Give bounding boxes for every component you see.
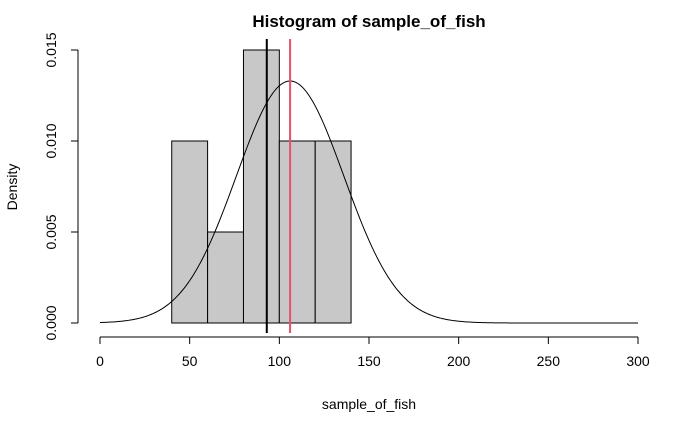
reference-lines <box>265 39 292 333</box>
y-axis: 0.000 0.005 0.010 0.015 <box>43 32 79 341</box>
histogram-bar-2 <box>207 231 244 324</box>
y-tick-label: 0.015 <box>43 32 59 67</box>
x-tick-label: 150 <box>357 353 381 369</box>
histogram-bar-4 <box>278 140 316 324</box>
y-axis-label: Density <box>4 164 20 211</box>
normal-curve-layer <box>99 80 638 324</box>
x-tick-label: 100 <box>268 353 292 369</box>
x-tick-label: 200 <box>447 353 471 369</box>
x-tick-label: 250 <box>537 353 561 369</box>
x-tick-label: 0 <box>96 353 104 369</box>
histogram-bar-3 <box>242 49 280 324</box>
y-tick-label: 0.010 <box>43 123 59 158</box>
histogram-bars <box>171 49 352 324</box>
x-tick-label: 50 <box>182 353 198 369</box>
x-axis-label: sample_of_fish <box>322 396 416 412</box>
x-axis: 0 50 100 150 200 250 300 <box>96 336 650 369</box>
chart-title: Histogram of sample_of_fish <box>252 12 485 31</box>
histogram-bar-5 <box>314 140 352 324</box>
y-tick-label: 0.000 <box>43 305 59 340</box>
x-tick-label: 300 <box>626 353 650 369</box>
histogram-bar-1 <box>171 140 209 324</box>
normal-density-curve <box>99 80 638 324</box>
y-tick-label: 0.005 <box>43 214 59 249</box>
